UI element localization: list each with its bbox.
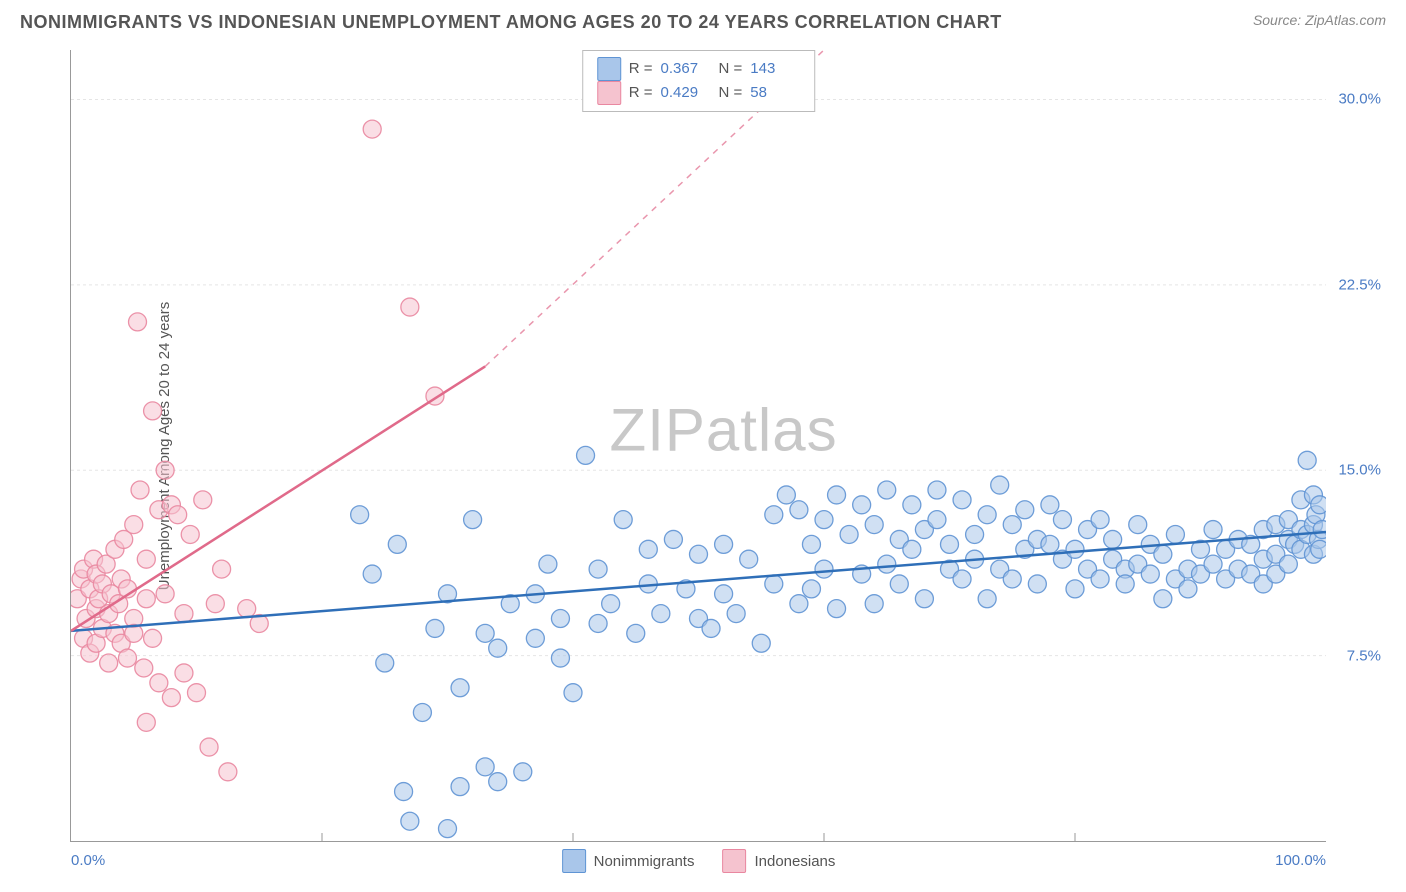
swatch-blue-bottom bbox=[562, 849, 586, 873]
stats-row-pink: R = 0.429 N = 58 bbox=[597, 81, 801, 105]
y-tick-label: 22.5% bbox=[1338, 276, 1381, 293]
swatch-blue bbox=[597, 57, 621, 81]
swatch-pink bbox=[597, 81, 621, 105]
stats-row-blue: R = 0.367 N = 143 bbox=[597, 57, 801, 81]
y-tick-label: 30.0% bbox=[1338, 91, 1381, 108]
bottom-legend: Nonimmigrants Indonesians bbox=[562, 849, 836, 873]
chart-container: Unemployment Among Ages 20 to 24 years Z… bbox=[50, 50, 1386, 842]
x-tick-label: 0.0% bbox=[71, 852, 105, 869]
chart-svg bbox=[71, 50, 1326, 841]
stats-legend: R = 0.367 N = 143 R = 0.429 N = 58 bbox=[582, 50, 816, 112]
plot-area: ZIPatlas R = 0.367 N = 143 R = 0.429 N =… bbox=[70, 50, 1326, 842]
legend-indonesians: Indonesians bbox=[722, 849, 835, 873]
legend-nonimmigrants: Nonimmigrants bbox=[562, 849, 695, 873]
x-tick-label: 100.0% bbox=[1275, 852, 1326, 869]
source-attribution: Source: ZipAtlas.com bbox=[1253, 12, 1386, 28]
swatch-pink-bottom bbox=[722, 849, 746, 873]
chart-title: NONIMMIGRANTS VS INDONESIAN UNEMPLOYMENT… bbox=[20, 12, 1002, 33]
y-tick-label: 7.5% bbox=[1347, 647, 1381, 664]
y-tick-label: 15.0% bbox=[1338, 462, 1381, 479]
